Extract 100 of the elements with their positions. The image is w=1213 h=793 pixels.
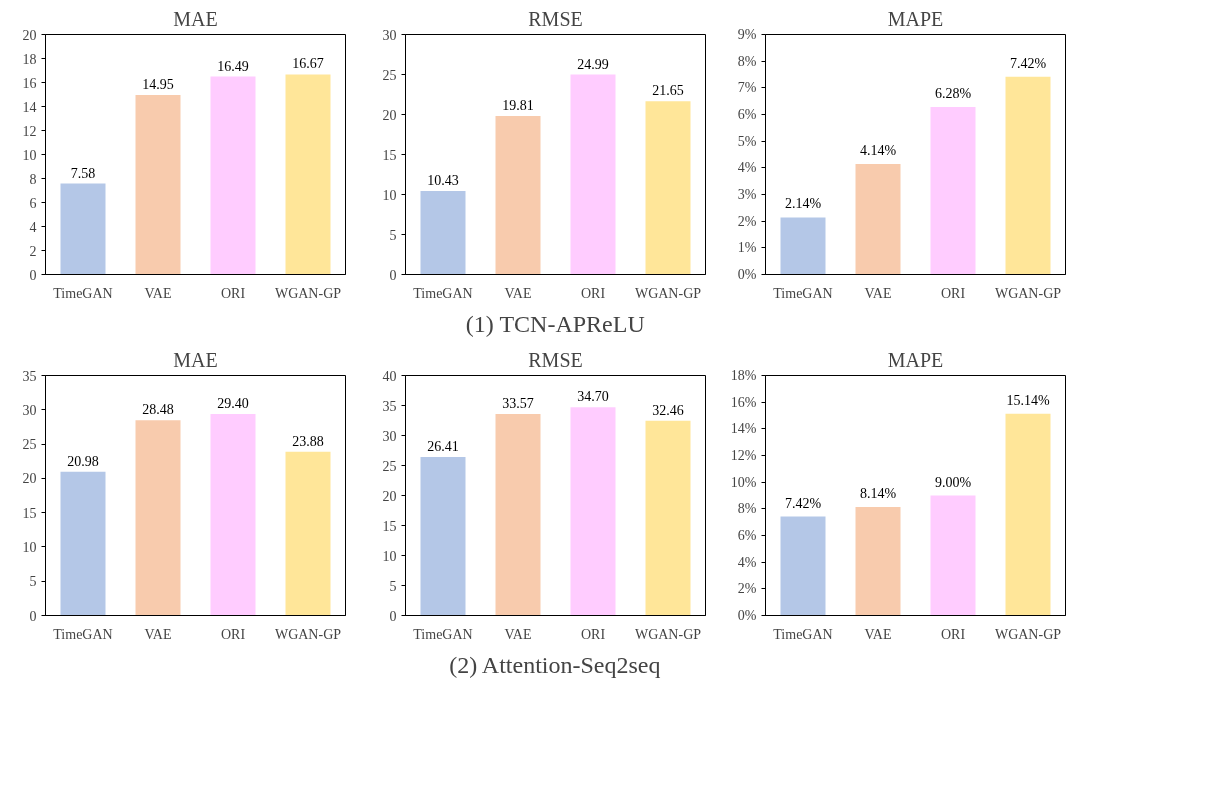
y-tick-label: 0 — [389, 267, 397, 283]
y-tick-label: 0% — [737, 267, 757, 282]
x-tick-label: ORI — [220, 285, 246, 301]
data-label: 24.99 — [577, 56, 609, 72]
data-label: 2.14% — [784, 196, 822, 212]
y-tick-label: 0% — [737, 608, 757, 623]
x-tick-label: WGAN-GP — [274, 285, 342, 301]
x-tick-label: TimeGAN — [413, 285, 473, 301]
x-tick-label: WGAN-GP — [634, 285, 702, 301]
x-tick-label: ORI — [580, 626, 606, 642]
data-label: 26.41 — [427, 439, 459, 455]
y-tick-label: 25 — [22, 437, 37, 453]
y-tick-label: 3% — [737, 187, 757, 202]
x-tick-label: ORI — [580, 285, 606, 301]
x-tick-label: VAE — [864, 285, 892, 301]
y-tick-label: 5% — [737, 133, 757, 149]
y-tick-label: 0 — [29, 267, 37, 283]
y-tick-label: 0 — [389, 608, 397, 624]
y-tick-label: 8% — [737, 53, 757, 69]
y-tick-label: 14% — [730, 421, 757, 437]
x-tick-label: ORI — [940, 285, 966, 301]
y-tick-label: 15 — [382, 518, 397, 534]
y-tick-label: 10% — [730, 474, 757, 490]
data-label: 4.14% — [859, 143, 897, 159]
y-tick-label: 35 — [382, 398, 397, 414]
y-tick-label: 10 — [22, 147, 37, 163]
data-label: 28.48 — [142, 402, 174, 418]
y-tick-label: 25 — [382, 458, 397, 474]
data-label: 23.88 — [292, 433, 324, 449]
data-label: 16.49 — [217, 58, 249, 74]
y-tick-label: 10 — [382, 187, 397, 203]
data-label: 7.58 — [70, 165, 96, 181]
chart-title: RMSE — [528, 7, 583, 30]
x-tick-label: TimeGAN — [413, 626, 473, 642]
data-label: 34.70 — [577, 389, 609, 405]
y-tick-label: 40 — [382, 368, 397, 384]
data-label: 15.14% — [1006, 392, 1050, 408]
chart-title: MAE — [173, 348, 218, 371]
data-label: 6.28% — [934, 86, 972, 102]
y-tick-label: 2% — [737, 581, 757, 597]
y-tick-label: 18% — [730, 368, 757, 383]
y-tick-label: 0 — [29, 608, 37, 624]
chart-title: MAPE — [887, 348, 944, 371]
y-tick-label: 20 — [382, 107, 397, 123]
x-tick-label: TimeGAN — [773, 285, 833, 301]
data-label: 20.98 — [67, 453, 99, 469]
x-tick-label: ORI — [220, 626, 246, 642]
x-tick-label: VAE — [864, 626, 892, 642]
x-tick-label: WGAN-GP — [274, 626, 342, 642]
data-label: 7.42% — [1009, 55, 1047, 71]
x-tick-label: VAE — [144, 285, 172, 301]
y-tick-label: 30 — [22, 402, 37, 418]
y-tick-label: 14 — [22, 99, 37, 115]
data-label: 33.57 — [502, 396, 534, 412]
data-label: 16.67 — [292, 56, 324, 72]
y-tick-label: 35 — [22, 368, 37, 384]
x-tick-label: VAE — [144, 626, 172, 642]
y-tick-label: 1% — [737, 240, 757, 256]
data-label: 32.46 — [652, 402, 684, 418]
y-tick-label: 30 — [382, 27, 397, 43]
chart-title: MAPE — [887, 7, 944, 30]
y-tick-label: 12 — [22, 123, 37, 139]
y-tick-label: 4% — [737, 160, 757, 176]
y-tick-label: 6% — [737, 107, 757, 122]
y-tick-label: 15 — [382, 147, 397, 163]
y-tick-label: 10 — [382, 548, 397, 564]
y-tick-label: 12% — [730, 448, 757, 463]
y-tick-label: 8% — [737, 501, 757, 517]
x-tick-label: TimeGAN — [53, 285, 113, 301]
y-tick-label: 7% — [737, 80, 757, 96]
y-tick-label: 20 — [22, 471, 37, 487]
y-tick-label: 5 — [389, 227, 397, 243]
y-tick-label: 8 — [29, 171, 37, 187]
x-tick-label: WGAN-GP — [994, 626, 1062, 642]
data-label: 9.00% — [934, 474, 972, 490]
data-label: 14.95 — [142, 77, 174, 93]
y-tick-label: 5 — [389, 578, 397, 594]
x-tick-label: VAE — [504, 285, 532, 301]
y-tick-label: 4 — [29, 219, 37, 235]
x-tick-label: WGAN-GP — [994, 285, 1062, 301]
data-label: 19.81 — [502, 98, 534, 114]
x-tick-label: WGAN-GP — [634, 626, 702, 642]
text: (2) Attention-Seq2seq — [449, 651, 661, 678]
data-label: 8.14% — [859, 485, 897, 501]
y-tick-label: 16 — [22, 75, 37, 91]
y-tick-label: 20 — [382, 488, 397, 504]
text: (1) TCN-APReLU — [465, 310, 645, 337]
data-label: 7.42% — [784, 495, 822, 511]
x-tick-label: TimeGAN — [773, 626, 833, 642]
y-tick-label: 4% — [737, 554, 757, 570]
chart-title: RMSE — [528, 348, 583, 371]
data-label: 10.43 — [427, 173, 459, 189]
x-tick-label: ORI — [940, 626, 966, 642]
y-tick-label: 10 — [22, 539, 37, 555]
y-tick-label: 20 — [22, 27, 37, 43]
y-tick-label: 2% — [737, 213, 757, 229]
x-tick-label: TimeGAN — [53, 626, 113, 642]
y-tick-label: 5 — [29, 574, 37, 590]
y-tick-label: 18 — [22, 51, 37, 67]
data-label: 21.65 — [652, 83, 684, 99]
